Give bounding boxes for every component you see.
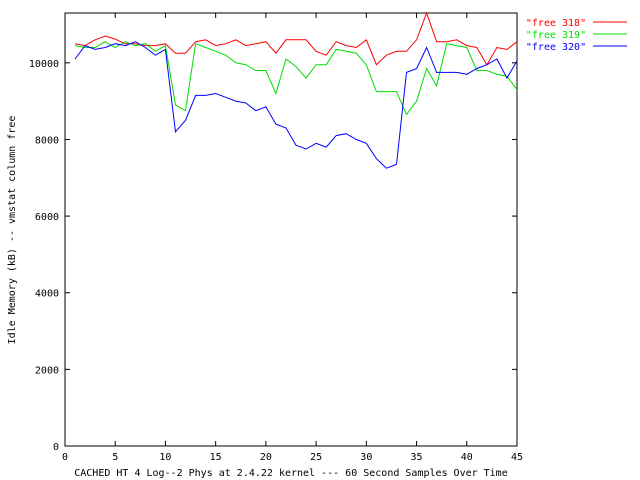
series-line-1 [74, 41, 518, 116]
y-axis-label: Idle Memory (kB) -- vmstat column free [7, 116, 18, 345]
x-tick-label: 40 [461, 452, 473, 463]
y-tick-label: 4000 [35, 289, 59, 300]
plot-frame [64, 12, 518, 447]
y-tick-label: 0 [53, 442, 59, 453]
y-tick-label: 8000 [35, 135, 59, 146]
series-line-2 [74, 41, 518, 169]
x-tick-label: 45 [511, 452, 523, 463]
x-tick-label: 25 [310, 452, 322, 463]
legend-label-1: "free 319" [526, 30, 586, 41]
x-tick-label: 20 [260, 452, 272, 463]
series-line-0 [74, 11, 518, 66]
y-tick-label: 2000 [35, 365, 59, 376]
x-axis-label: CACHED HT 4 Log--2 Phys at 2.4.22 kernel… [74, 468, 507, 479]
x-tick-label: 0 [62, 452, 68, 463]
x-tick-label: 35 [411, 452, 423, 463]
x-tick-label: 15 [210, 452, 222, 463]
x-tick-label: 10 [159, 452, 171, 463]
x-tick-label: 5 [112, 452, 118, 463]
y-tick-label: 6000 [35, 212, 59, 223]
x-tick-label: 30 [360, 452, 372, 463]
legend-label-2: "free 320" [526, 42, 586, 53]
legend-label-0: "free 318" [526, 18, 586, 29]
y-tick-label: 10000 [29, 59, 59, 70]
